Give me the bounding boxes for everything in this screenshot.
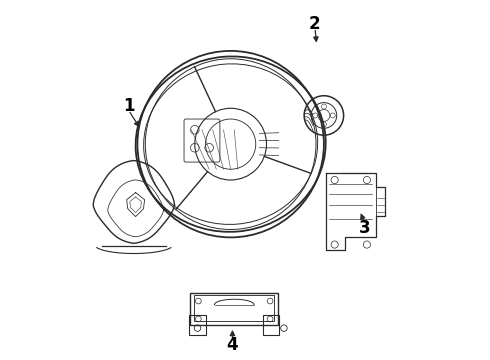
Text: 1: 1	[122, 98, 134, 116]
Bar	[190, 315, 205, 335]
Bar	[263, 315, 279, 335]
Text: 3: 3	[359, 219, 371, 237]
Bar	[376, 187, 385, 216]
Text: 2: 2	[309, 15, 321, 33]
Text: 4: 4	[227, 336, 238, 354]
